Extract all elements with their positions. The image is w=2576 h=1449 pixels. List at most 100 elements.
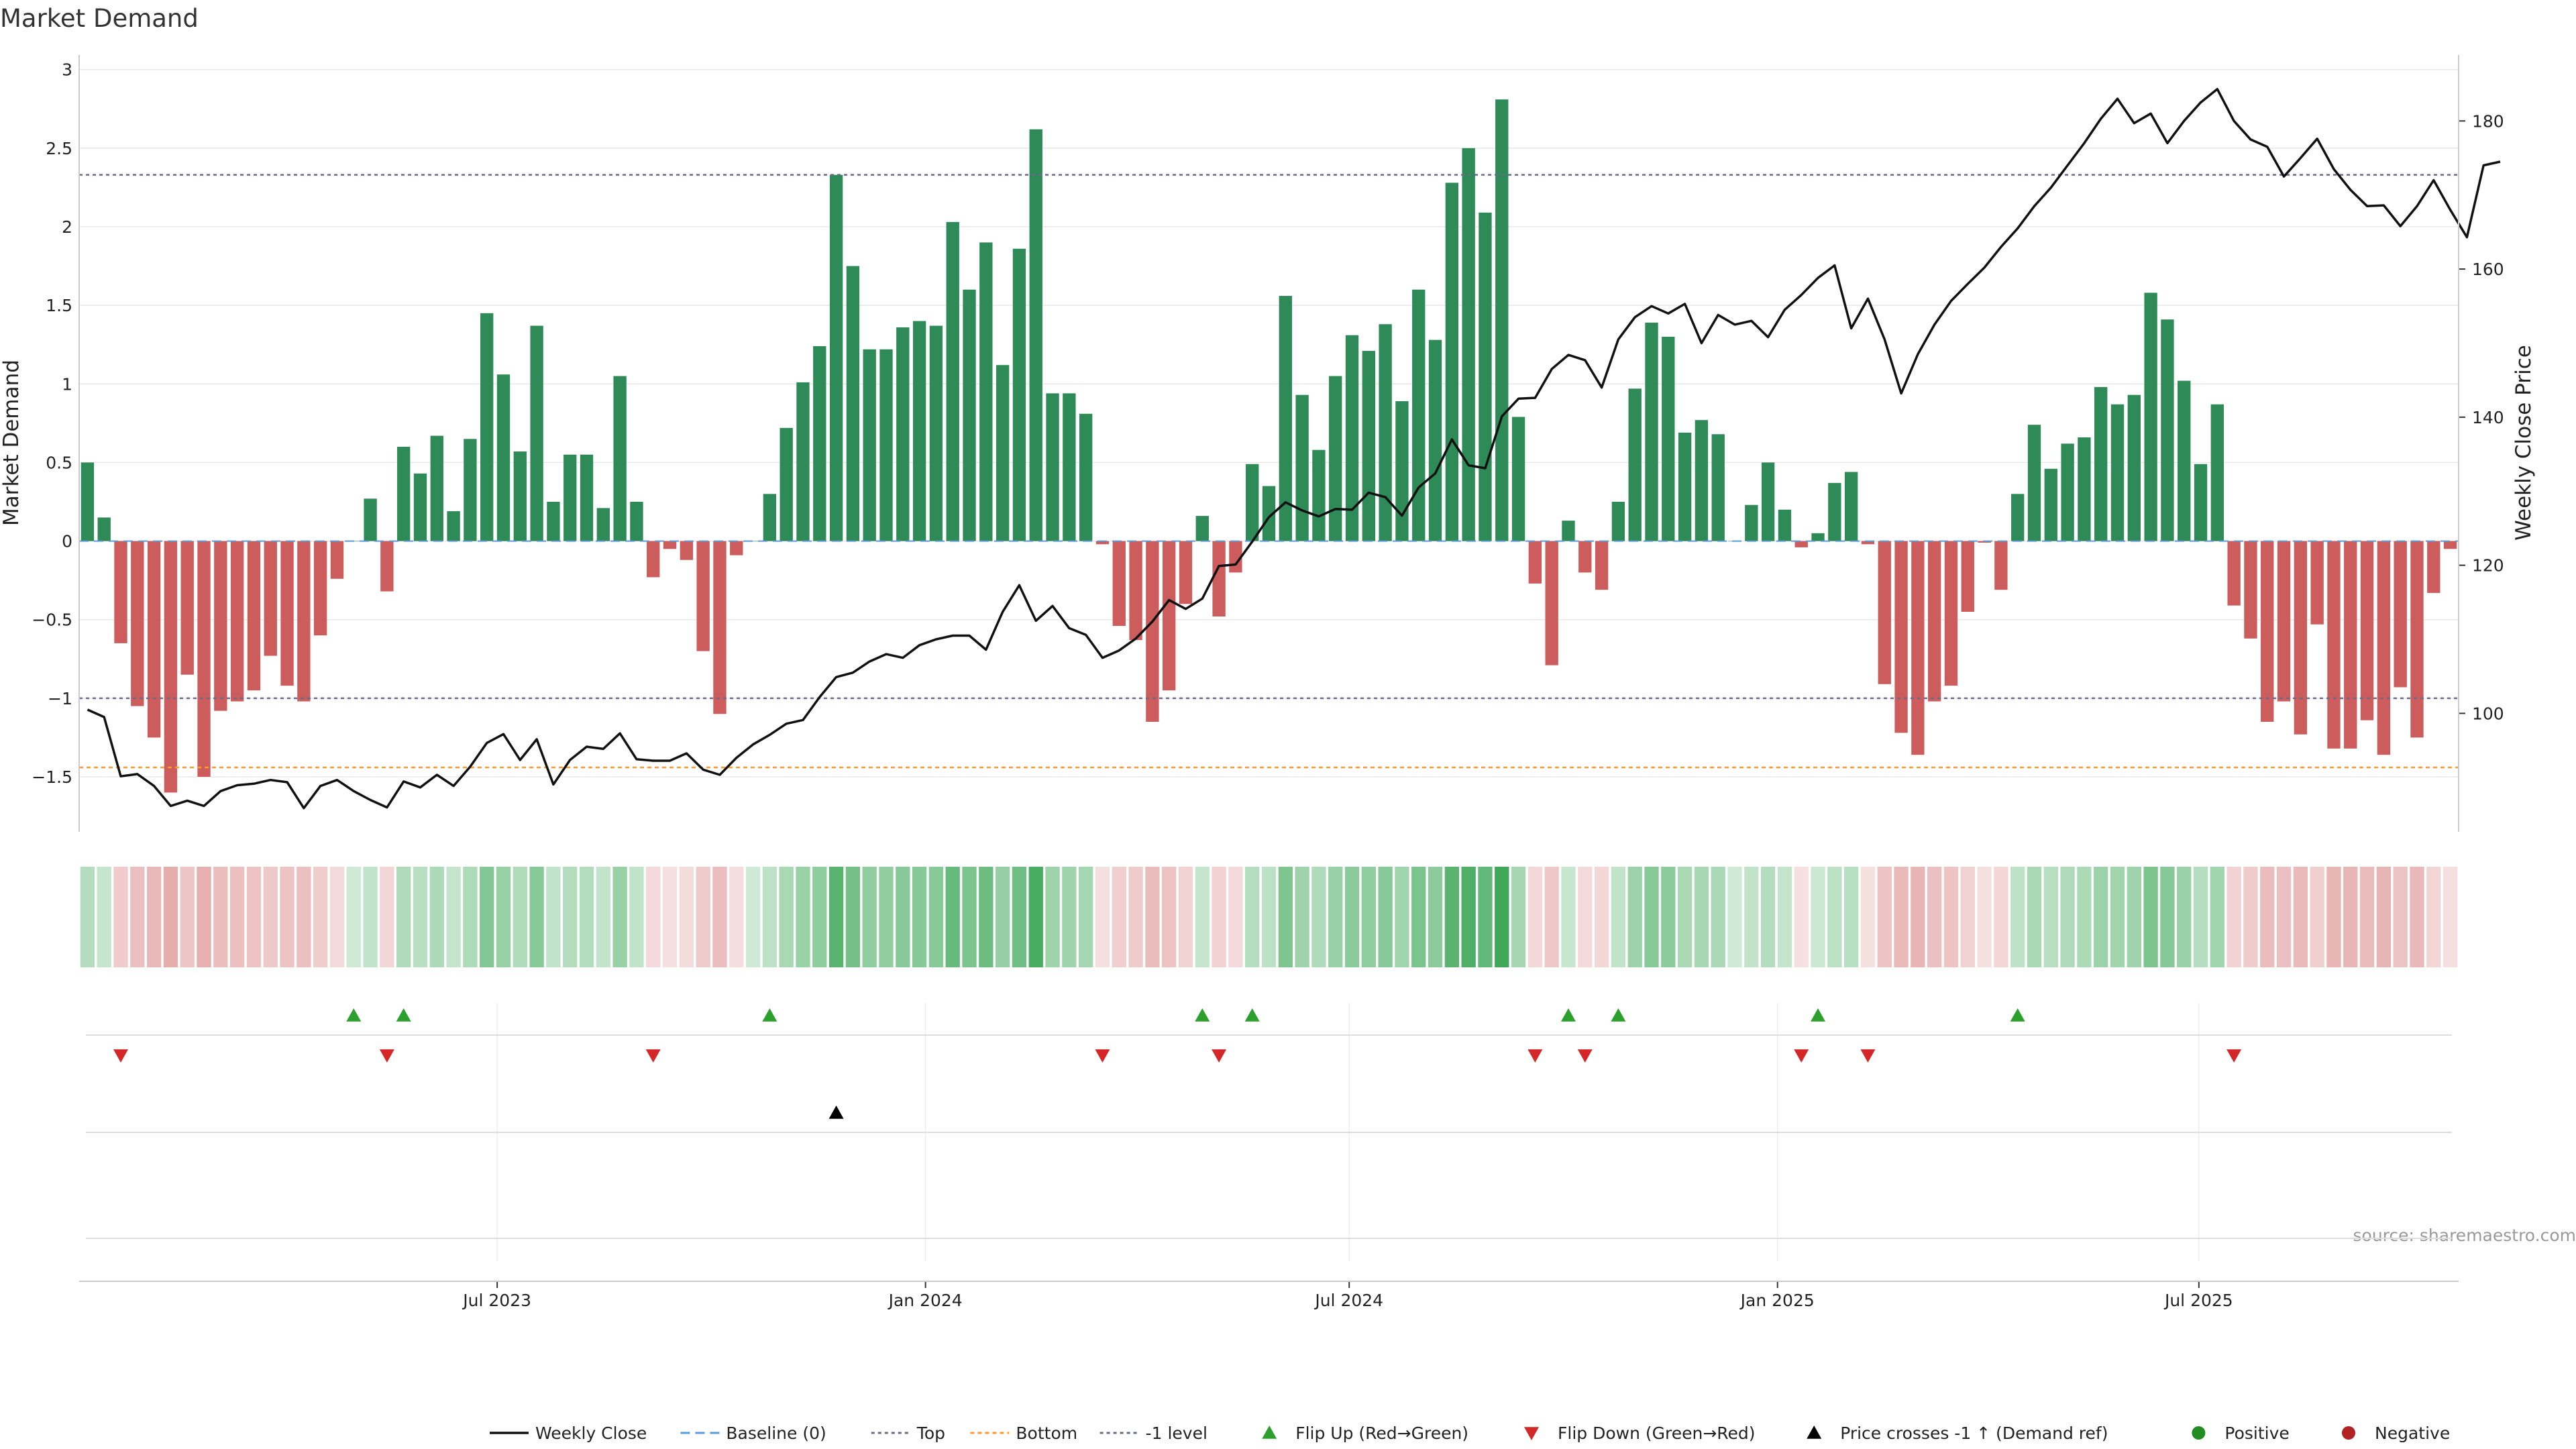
heat-cell bbox=[313, 867, 328, 967]
flip-up-marker bbox=[1611, 1008, 1626, 1022]
demand-bar bbox=[496, 374, 511, 541]
demand-bar bbox=[796, 382, 810, 541]
demand-bar bbox=[413, 473, 427, 541]
heat-cell bbox=[1344, 867, 1360, 967]
demand-bar bbox=[447, 511, 460, 541]
heat-cell bbox=[596, 867, 610, 967]
heat-cell bbox=[1711, 867, 1725, 967]
demand-bar bbox=[2144, 292, 2157, 541]
demand-bar bbox=[2377, 541, 2391, 755]
heat-cell bbox=[2226, 867, 2241, 967]
heat-cell bbox=[1727, 867, 1742, 967]
demand-bar bbox=[230, 541, 244, 702]
demand-bar bbox=[1861, 541, 1875, 545]
heat-cell bbox=[1527, 867, 1543, 967]
heat-cell bbox=[945, 867, 960, 967]
heat-cell bbox=[1860, 867, 1876, 967]
demand-bar bbox=[1628, 388, 1642, 541]
heat-cell bbox=[1911, 867, 1925, 967]
demand-bar bbox=[946, 221, 959, 541]
heat-cell bbox=[2043, 867, 2058, 967]
heat-cell bbox=[1594, 867, 1609, 967]
heat-cell bbox=[1361, 867, 1376, 967]
demand-bar bbox=[530, 325, 543, 541]
heat-cell bbox=[246, 867, 262, 967]
heat-cell bbox=[1811, 867, 1825, 967]
demand-bar bbox=[929, 325, 943, 541]
demand-bar bbox=[1828, 482, 1841, 541]
heat-cell bbox=[1411, 867, 1426, 967]
demand-bar bbox=[264, 541, 277, 656]
heat-cell bbox=[1661, 867, 1676, 967]
legend-label: -1 level bbox=[1146, 1424, 1208, 1443]
demand-bar bbox=[1894, 541, 1908, 733]
heat-cell bbox=[812, 867, 827, 967]
heat-cell bbox=[1894, 867, 1909, 967]
flip-up-marker bbox=[346, 1008, 362, 1022]
heat-cell bbox=[679, 867, 694, 967]
demand-bar bbox=[1462, 148, 1475, 541]
legend: Weekly Close Baseline (0) Top Bottom -1 leve… bbox=[490, 1424, 2450, 1443]
demand-bar bbox=[996, 365, 1010, 541]
heat-cell bbox=[1627, 867, 1642, 967]
heat-cell bbox=[712, 867, 727, 967]
heat-cell bbox=[662, 867, 678, 967]
demand-bar bbox=[1012, 248, 1026, 541]
heat-cell bbox=[180, 867, 195, 967]
demand-bar bbox=[912, 321, 926, 541]
heat-cell bbox=[745, 867, 761, 967]
y-tick-label: 2 bbox=[62, 217, 72, 237]
heat-cell bbox=[2193, 867, 2208, 967]
heat-cell bbox=[1794, 867, 1809, 967]
demand-bar bbox=[2427, 541, 2440, 593]
demand-bar bbox=[1695, 420, 1709, 541]
heat-cell bbox=[97, 867, 111, 967]
y-tick-label: 2.5 bbox=[46, 139, 72, 158]
heat-cell bbox=[612, 867, 627, 967]
heat-cell bbox=[796, 867, 810, 967]
heat-cell bbox=[163, 867, 178, 967]
demand-bar bbox=[114, 541, 127, 643]
y-tick-label: −1.5 bbox=[32, 767, 72, 787]
x-tick-label: Jan 2025 bbox=[1739, 1291, 1815, 1310]
heat-cell bbox=[1760, 867, 1776, 967]
heat-cell bbox=[513, 867, 527, 967]
heat-cell bbox=[962, 867, 977, 967]
legend-swatch-flip-up bbox=[1262, 1426, 1277, 1439]
demand-bar bbox=[2044, 468, 2057, 541]
demand-bar bbox=[1944, 541, 1958, 686]
heat-cell bbox=[1112, 867, 1126, 967]
demand-bar bbox=[580, 454, 594, 541]
heat-cell bbox=[1843, 867, 1859, 967]
legend-label: Flip Up (Red→Green) bbox=[1295, 1424, 1468, 1443]
y-tick-label: 3 bbox=[62, 60, 72, 80]
heat-cell bbox=[1943, 867, 1959, 967]
demand-bar bbox=[1745, 504, 1758, 541]
heat-cell bbox=[2343, 867, 2358, 967]
demand-bar bbox=[1412, 289, 1426, 541]
heat-cell bbox=[2110, 867, 2125, 967]
heat-cell bbox=[912, 867, 927, 967]
heat-cell bbox=[845, 867, 861, 967]
demand-bar bbox=[2094, 386, 2108, 541]
heat-cell bbox=[2010, 867, 2025, 967]
demand-bar bbox=[1146, 541, 1159, 722]
demand-bar bbox=[180, 541, 194, 675]
demand-bar bbox=[763, 494, 777, 541]
demand-bar bbox=[1911, 541, 1925, 755]
heat-cell bbox=[229, 867, 245, 967]
y2-tick-label: 100 bbox=[2472, 704, 2504, 723]
demand-bar bbox=[1479, 212, 1492, 541]
demand-bar bbox=[1329, 376, 1342, 541]
demand-bar bbox=[696, 541, 710, 651]
heat-cell bbox=[579, 867, 594, 967]
heat-cell bbox=[563, 867, 578, 967]
y2-tick-label: 180 bbox=[2472, 111, 2504, 131]
heat-cell bbox=[1195, 867, 1210, 967]
legend-swatch-positive bbox=[2192, 1426, 2206, 1440]
demand-bar bbox=[1095, 541, 1110, 545]
heat-cell bbox=[1478, 867, 1493, 967]
heat-cell bbox=[1145, 867, 1160, 967]
demand-bar bbox=[1978, 541, 1991, 543]
heat-cell bbox=[1578, 867, 1593, 967]
